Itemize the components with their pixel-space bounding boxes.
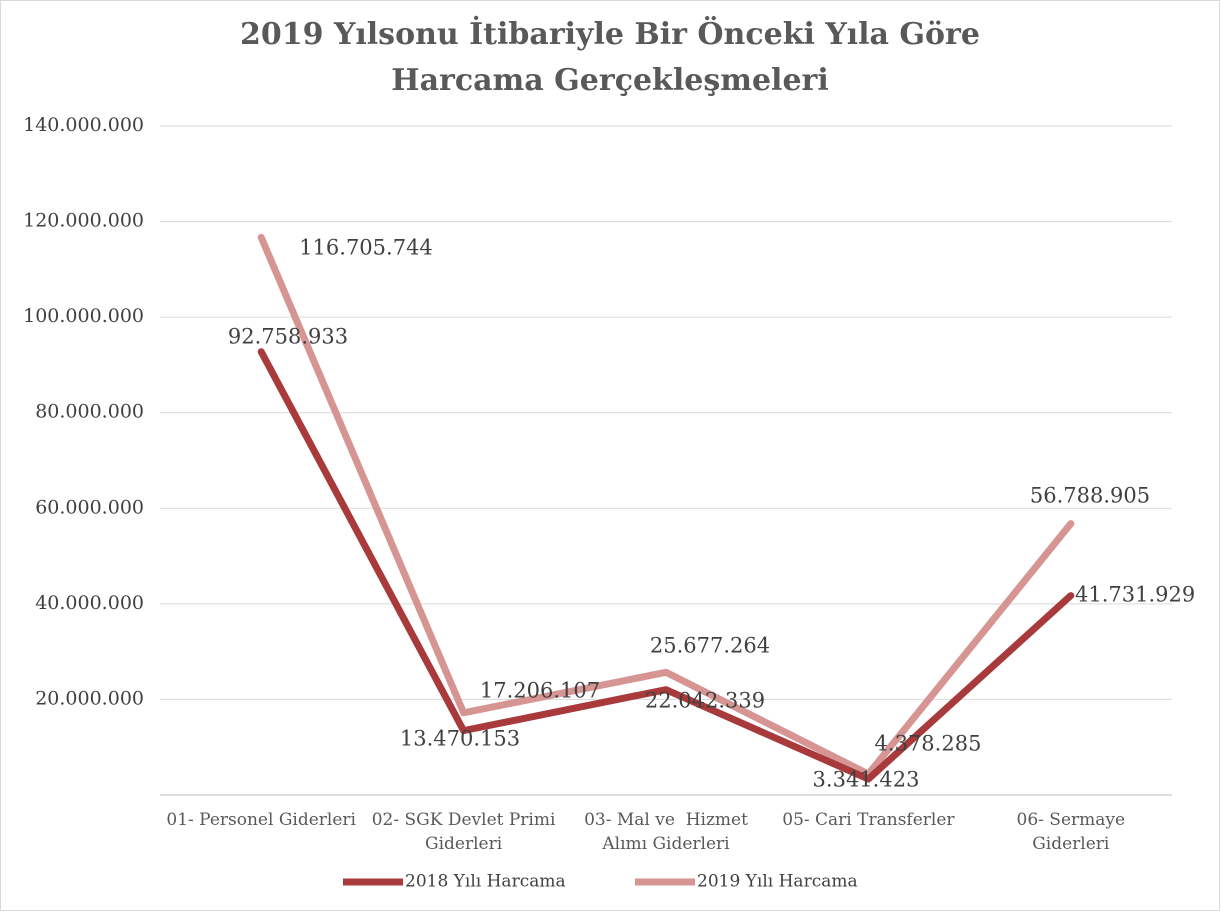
x-tick-label: 02- SGK Devlet Primi Giderleri bbox=[371, 810, 561, 854]
x-tick-label: 03- Mal ve Hizmet Alımı Giderleri bbox=[584, 810, 754, 854]
data-label: 25.677.264 bbox=[650, 634, 770, 658]
data-label: 22.042.339 bbox=[645, 689, 765, 713]
y-tick-label: 80.000.000 bbox=[35, 401, 144, 423]
data-label: 13.470.153 bbox=[400, 727, 520, 751]
y-tick-label: 100.000.000 bbox=[23, 305, 144, 327]
x-tick-label: 05- Cari Transferler bbox=[782, 810, 955, 830]
y-tick-label: 40.000.000 bbox=[35, 592, 144, 614]
data-label: 4.378.285 bbox=[875, 732, 982, 756]
y-tick-label: 120.000.000 bbox=[23, 210, 144, 232]
x-tick-label: 06- Sermaye Giderleri bbox=[1016, 810, 1131, 854]
series-line bbox=[257, 233, 1075, 778]
y-tick-label: 60.000.000 bbox=[35, 496, 144, 518]
series-line bbox=[257, 348, 1075, 783]
y-tick-label: 140.000.000 bbox=[23, 114, 144, 136]
legend-label: 2019 Yılı Harcama bbox=[697, 872, 858, 892]
x-tick-label: 01- Personel Giderleri bbox=[166, 810, 356, 830]
legend-label: 2018 Yılı Harcama bbox=[405, 872, 566, 892]
data-label: 17.206.107 bbox=[480, 679, 600, 703]
data-label: 3.341.423 bbox=[813, 768, 920, 792]
data-label: 116.705.744 bbox=[299, 236, 433, 260]
y-tick-label: 20.000.000 bbox=[35, 687, 144, 709]
data-label: 41.731.929 bbox=[1075, 583, 1195, 607]
data-label: 92.758.933 bbox=[228, 325, 348, 349]
chart-title: 2019 Yılsonu İtibariyle Bir Önceki Yıla … bbox=[240, 17, 980, 98]
data-label: 56.788.905 bbox=[1030, 484, 1150, 508]
